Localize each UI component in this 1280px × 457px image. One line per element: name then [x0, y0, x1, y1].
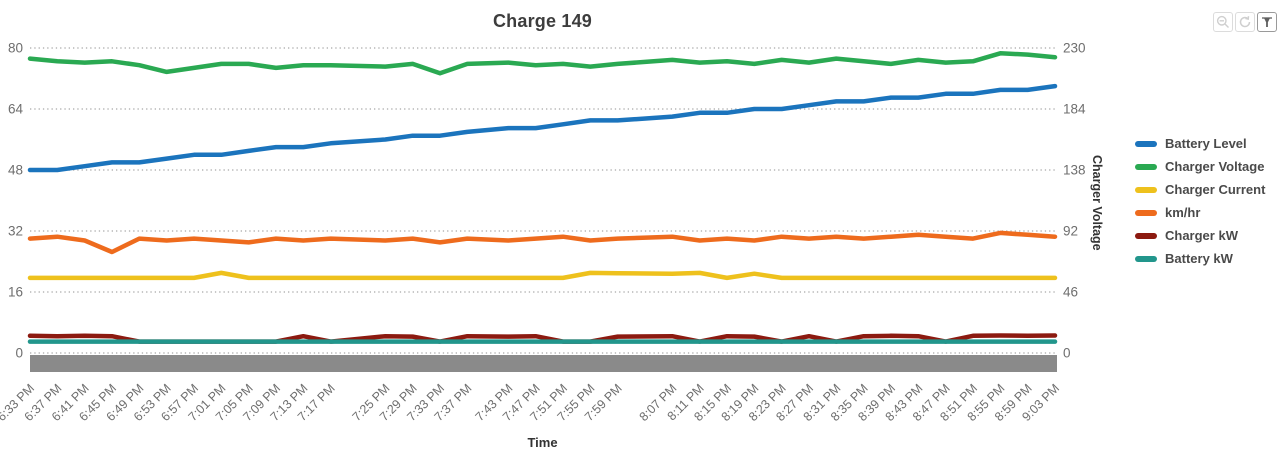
- legend-label: Charger kW: [1165, 228, 1238, 243]
- right-axis-tick-label: 184: [1063, 102, 1086, 117]
- right-axis-title: Charger Voltage: [1090, 154, 1104, 251]
- legend-swatch-charger-current: [1135, 186, 1157, 193]
- reset-zoom-button[interactable]: [1235, 12, 1255, 32]
- legend-item-charger-kw[interactable]: Charger kW: [1135, 226, 1265, 245]
- legend-swatch-charger-kw: [1135, 232, 1157, 239]
- legend-item-charger-current[interactable]: Charger Current: [1135, 180, 1265, 199]
- legend-label: Battery kW: [1165, 251, 1233, 266]
- right-axis-tick-label: 46: [1063, 285, 1078, 300]
- legend-item-charger-voltage[interactable]: Charger Voltage: [1135, 157, 1265, 176]
- right-axis-tick-label: 230: [1063, 41, 1086, 56]
- left-axis-tick-label: 32: [8, 224, 23, 239]
- right-axis-tick-label: 92: [1063, 224, 1078, 239]
- right-axis-tick-label: 138: [1063, 163, 1086, 178]
- legend-item-battery-kw[interactable]: Battery kW: [1135, 249, 1265, 268]
- series-line-charger-voltage[interactable]: [27, 51, 1058, 76]
- chart-toolbar: [1213, 12, 1277, 32]
- legend-label: Charger Voltage: [1165, 159, 1265, 174]
- filter-funnel-icon: [1260, 15, 1274, 29]
- left-axis-tick-label: 0: [15, 346, 23, 361]
- right-axis-tick-label: 0: [1063, 346, 1071, 361]
- legend-label: Battery Level: [1165, 136, 1247, 151]
- legend-swatch-battery-kw: [1135, 255, 1157, 262]
- zoom-out-icon: [1216, 15, 1230, 29]
- reset-zoom-icon: [1238, 15, 1252, 29]
- legend-swatch-battery-level: [1135, 140, 1157, 147]
- series-line-km-hr[interactable]: [27, 230, 1058, 255]
- left-axis-tick-label: 80: [8, 41, 23, 56]
- legend-swatch-km-hr: [1135, 209, 1157, 216]
- series-line-battery-level[interactable]: [27, 83, 1058, 173]
- legend: Battery Level Charger Voltage Charger Cu…: [1135, 134, 1265, 268]
- zoom-out-button[interactable]: [1213, 12, 1233, 32]
- left-axis-tick-label: 48: [8, 163, 23, 178]
- legend-label: km/hr: [1165, 205, 1201, 220]
- legend-label: Charger Current: [1165, 182, 1266, 197]
- left-axis-tick-label: 64: [8, 102, 24, 117]
- left-axis-tick-label: 16: [8, 285, 23, 300]
- legend-item-battery-level[interactable]: Battery Level: [1135, 134, 1265, 153]
- legend-swatch-charger-voltage: [1135, 163, 1157, 170]
- filter-selector-button[interactable]: [1257, 12, 1277, 32]
- series-line-charger-current[interactable]: [27, 270, 1058, 281]
- range-scrollbar[interactable]: [30, 355, 1057, 372]
- x-axis-title: Time: [527, 435, 558, 450]
- legend-item-km-hr[interactable]: km/hr: [1135, 203, 1265, 222]
- chart-title: Charge 149: [492, 11, 593, 31]
